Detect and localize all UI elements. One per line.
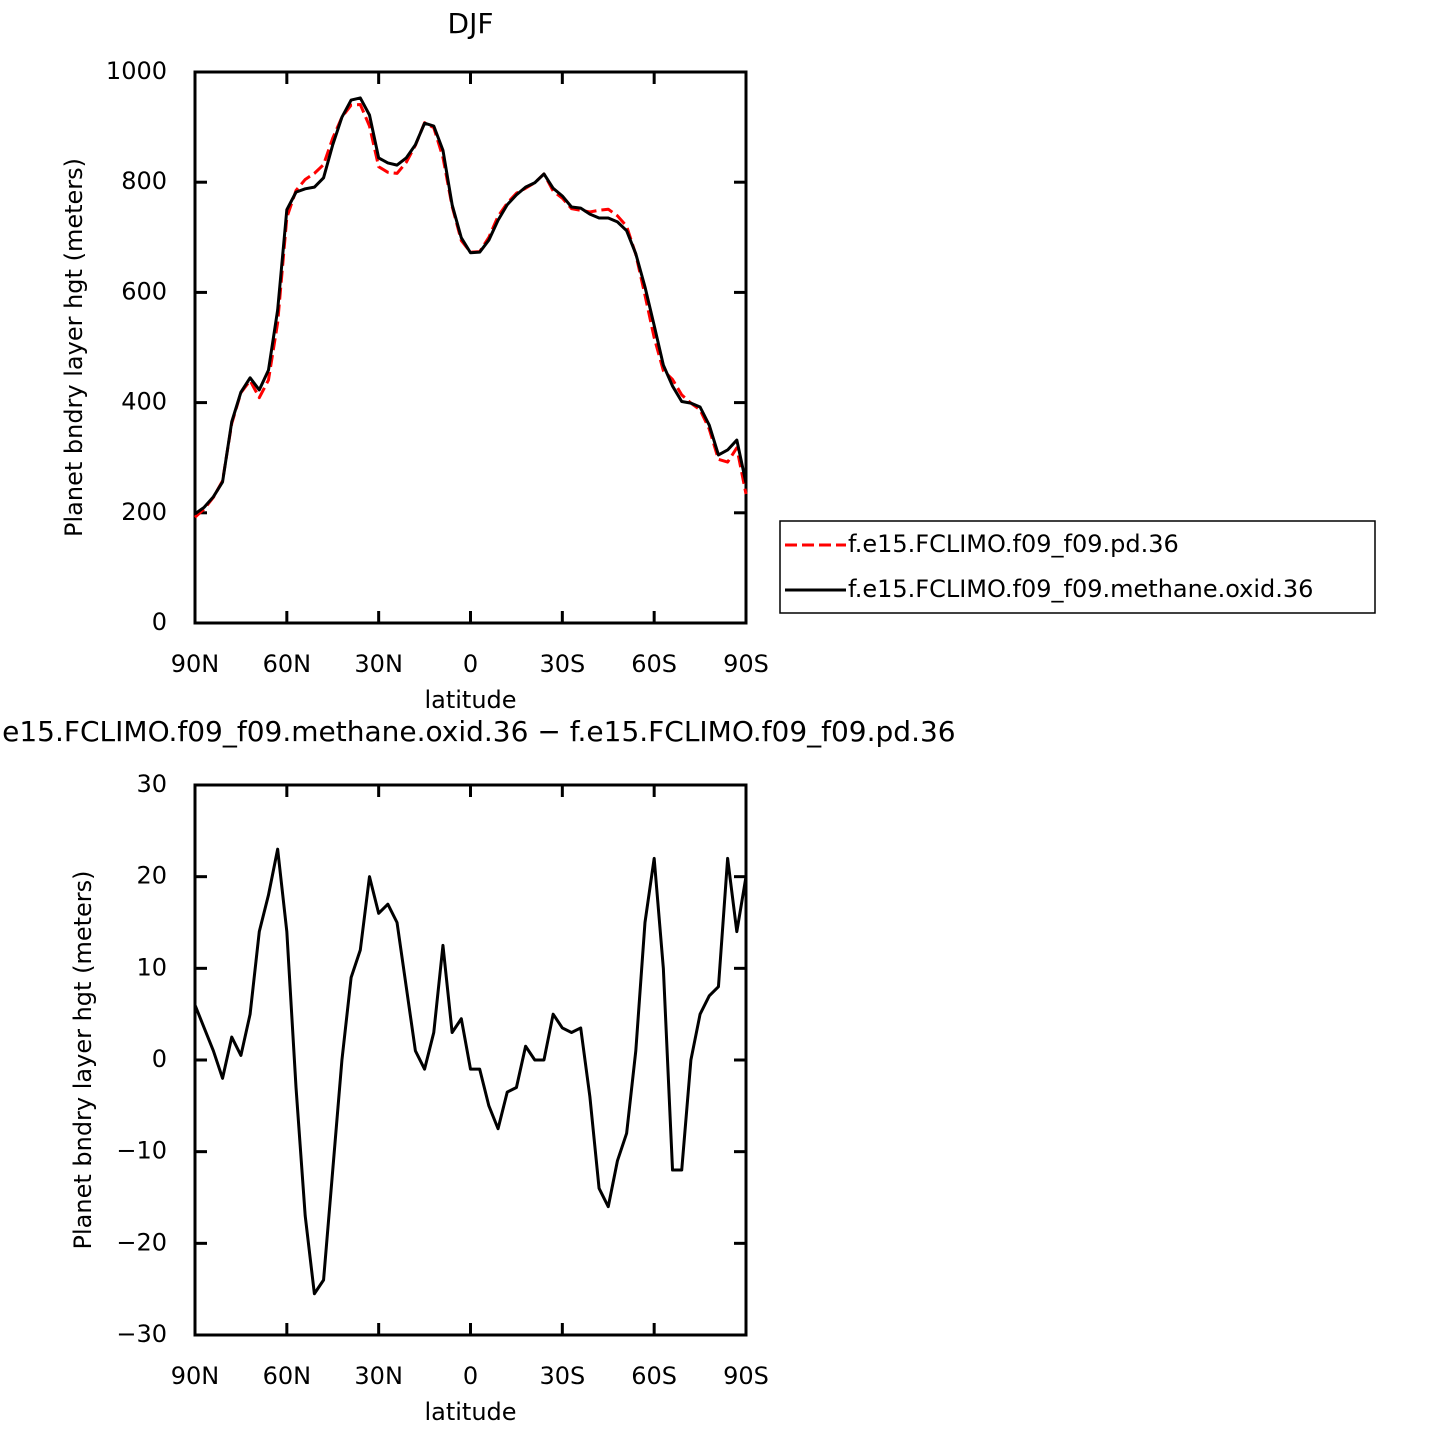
y-tick-label: 800: [121, 167, 167, 195]
data-line: [194, 96, 748, 516]
y-tick-label: 1000: [106, 57, 167, 85]
x-tick-label: 30S: [539, 1362, 585, 1390]
legend-label: f.e15.FCLIMO.f09_f09.methane.oxid.36: [848, 575, 1313, 603]
x-axis-label: latitude: [424, 1398, 516, 1426]
x-tick-label: 60N: [263, 650, 312, 678]
x-axis-label: latitude: [424, 686, 516, 714]
legend-label: f.e15.FCLIMO.f09_f09.pd.36: [848, 530, 1179, 558]
data-line: [193, 847, 748, 1296]
y-tick-label: −20: [116, 1228, 167, 1256]
x-tick-label: 90N: [171, 1362, 220, 1390]
x-tick-label: 60N: [263, 1362, 312, 1390]
x-tick-label: 0: [463, 1362, 478, 1390]
y-tick-label: 400: [121, 388, 167, 416]
y-tick-label: −30: [116, 1320, 167, 1348]
x-tick-label: 0: [463, 650, 478, 678]
y-tick-label: −10: [116, 1137, 167, 1165]
x-tick-label: 60S: [631, 1362, 677, 1390]
y-tick-label: 0: [152, 1045, 167, 1073]
y-tick-label: 600: [121, 277, 167, 305]
x-tick-label: 30N: [354, 1362, 403, 1390]
y-axis-label: Planet bndry layer hgt (meters): [60, 158, 88, 537]
data-line: [193, 103, 748, 519]
x-tick-label: 90S: [723, 650, 769, 678]
x-tick-label: 60S: [631, 650, 677, 678]
y-tick-label: 30: [136, 770, 167, 798]
chart-title: DJF: [448, 7, 494, 40]
plot-frame: [193, 70, 748, 625]
y-tick-label: 200: [121, 498, 167, 526]
plot-frame: [193, 783, 748, 1337]
y-tick-label: 20: [136, 862, 167, 890]
y-tick-label: 10: [136, 953, 167, 981]
x-tick-label: 90N: [171, 650, 220, 678]
x-tick-label: 90S: [723, 1362, 769, 1390]
y-axis-label: Planet bndry layer hgt (meters): [69, 871, 97, 1250]
x-tick-label: 30S: [539, 650, 585, 678]
chart-title: f.e15.FCLIMO.f09_f09.methane.oxid.36 − f…: [0, 715, 956, 748]
legend-box: [779, 520, 1376, 614]
x-tick-label: 30N: [354, 650, 403, 678]
y-tick-label: 0: [152, 608, 167, 636]
